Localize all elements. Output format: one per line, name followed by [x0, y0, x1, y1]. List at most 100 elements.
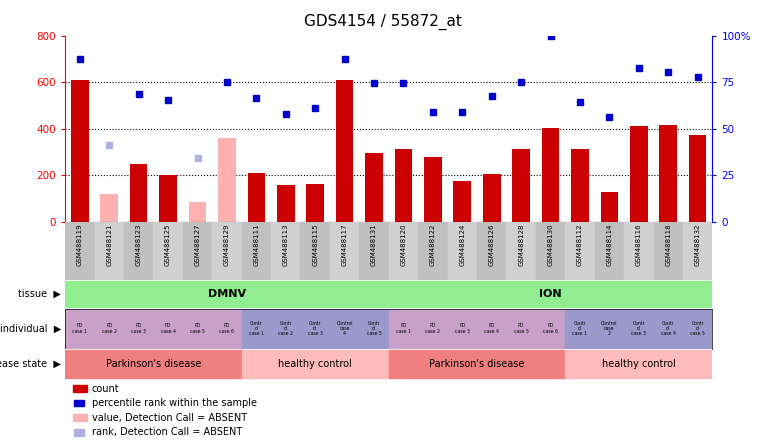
Text: rank, Detection Call = ABSENT: rank, Detection Call = ABSENT [92, 428, 242, 437]
Bar [129, 164, 148, 222]
Text: PD
case 3: PD case 3 [455, 323, 470, 334]
Bar [653, 309, 683, 349]
Bar [359, 222, 389, 280]
Text: Contr
ol
case 5: Contr ol case 5 [367, 321, 381, 337]
Bar [394, 149, 412, 222]
Bar [389, 222, 418, 280]
Bar [330, 309, 359, 349]
Text: GSM488111: GSM488111 [254, 224, 260, 266]
Text: GSM488132: GSM488132 [695, 224, 701, 266]
Bar [271, 222, 300, 280]
Text: GSM488122: GSM488122 [430, 224, 436, 266]
Text: GSM488125: GSM488125 [165, 224, 171, 266]
Bar [389, 350, 565, 378]
Bar [512, 149, 530, 222]
Bar [365, 153, 383, 222]
Bar [506, 222, 536, 280]
Text: GSM488117: GSM488117 [342, 224, 348, 266]
Text: individual  ▶: individual ▶ [0, 324, 61, 333]
Text: PD
case 1: PD case 1 [72, 323, 87, 334]
Bar [624, 309, 653, 349]
Text: GSM488128: GSM488128 [518, 224, 524, 266]
Bar [241, 222, 271, 280]
Text: Contr
ol
case 5: Contr ol case 5 [690, 321, 705, 337]
Text: value, Detection Call = ABSENT: value, Detection Call = ABSENT [92, 413, 247, 423]
Bar [65, 350, 241, 378]
Text: PD
case 4: PD case 4 [484, 323, 499, 334]
Text: PD
case 6: PD case 6 [219, 323, 234, 334]
Text: DMNV: DMNV [208, 289, 246, 299]
Bar [71, 80, 89, 222]
Text: GSM488119: GSM488119 [77, 224, 83, 266]
Bar [241, 309, 271, 349]
Bar [477, 222, 506, 280]
Bar [565, 309, 594, 349]
Bar [683, 309, 712, 349]
Bar [153, 309, 183, 349]
Bar [624, 222, 653, 280]
Text: GSM488115: GSM488115 [313, 224, 318, 266]
Text: Control
case
4: Control case 4 [336, 321, 353, 337]
Bar [188, 202, 206, 222]
Text: healthy control: healthy control [602, 359, 676, 369]
Text: tissue  ▶: tissue ▶ [18, 289, 61, 299]
Bar [536, 309, 565, 349]
Text: percentile rank within the sample: percentile rank within the sample [92, 398, 257, 408]
Bar [447, 222, 477, 280]
Text: Contr
ol
case 3: Contr ol case 3 [308, 321, 322, 337]
Bar [653, 222, 683, 280]
Text: GSM488113: GSM488113 [283, 224, 289, 266]
Bar [565, 222, 594, 280]
Text: GSM488130: GSM488130 [548, 224, 554, 266]
Bar [65, 281, 389, 307]
Text: PD
case 3: PD case 3 [131, 323, 146, 334]
Bar [483, 174, 500, 222]
Bar [65, 222, 94, 280]
Text: GSM488114: GSM488114 [607, 224, 612, 266]
Text: PD
case 5: PD case 5 [190, 323, 205, 334]
Text: GSM488126: GSM488126 [489, 224, 495, 266]
Text: GDS4154 / 55872_at: GDS4154 / 55872_at [304, 13, 462, 29]
Bar [94, 309, 124, 349]
Text: GSM488118: GSM488118 [665, 224, 671, 266]
Bar [159, 175, 177, 222]
Bar [336, 80, 353, 222]
Bar [218, 138, 236, 222]
Text: Parkinson's disease: Parkinson's disease [106, 359, 201, 369]
Text: PD
case 5: PD case 5 [514, 323, 529, 334]
Bar [300, 222, 330, 280]
Bar [601, 192, 618, 222]
Text: PD
case 4: PD case 4 [161, 323, 175, 334]
Text: Contr
ol
case 4: Contr ol case 4 [661, 321, 676, 337]
Bar [153, 222, 183, 280]
Text: Contr
ol
case 1: Contr ol case 1 [572, 321, 588, 337]
Bar [330, 222, 359, 280]
Bar [477, 309, 506, 349]
Text: Contr
ol
case 3: Contr ol case 3 [631, 321, 647, 337]
Bar [65, 309, 94, 349]
Bar [241, 350, 389, 378]
Bar [447, 309, 477, 349]
Text: GSM488112: GSM488112 [577, 224, 583, 266]
Bar [418, 309, 447, 349]
Bar [247, 173, 265, 222]
Text: ION: ION [539, 289, 562, 299]
Bar [389, 309, 418, 349]
Bar [212, 309, 241, 349]
Text: disease state  ▶: disease state ▶ [0, 359, 61, 369]
Bar [418, 222, 447, 280]
Text: GSM488120: GSM488120 [401, 224, 407, 266]
Text: PD
case 2: PD case 2 [102, 323, 116, 334]
Bar [212, 222, 241, 280]
Text: count: count [92, 384, 119, 393]
Bar [542, 127, 559, 222]
Bar [124, 309, 153, 349]
Text: GSM488124: GSM488124 [460, 224, 465, 266]
Text: Control
case
2: Control case 2 [601, 321, 617, 337]
Bar [536, 222, 565, 280]
Text: PD
case 6: PD case 6 [543, 323, 558, 334]
Bar [424, 157, 442, 222]
Bar [565, 350, 712, 378]
Bar [571, 149, 589, 222]
Bar [94, 222, 124, 280]
